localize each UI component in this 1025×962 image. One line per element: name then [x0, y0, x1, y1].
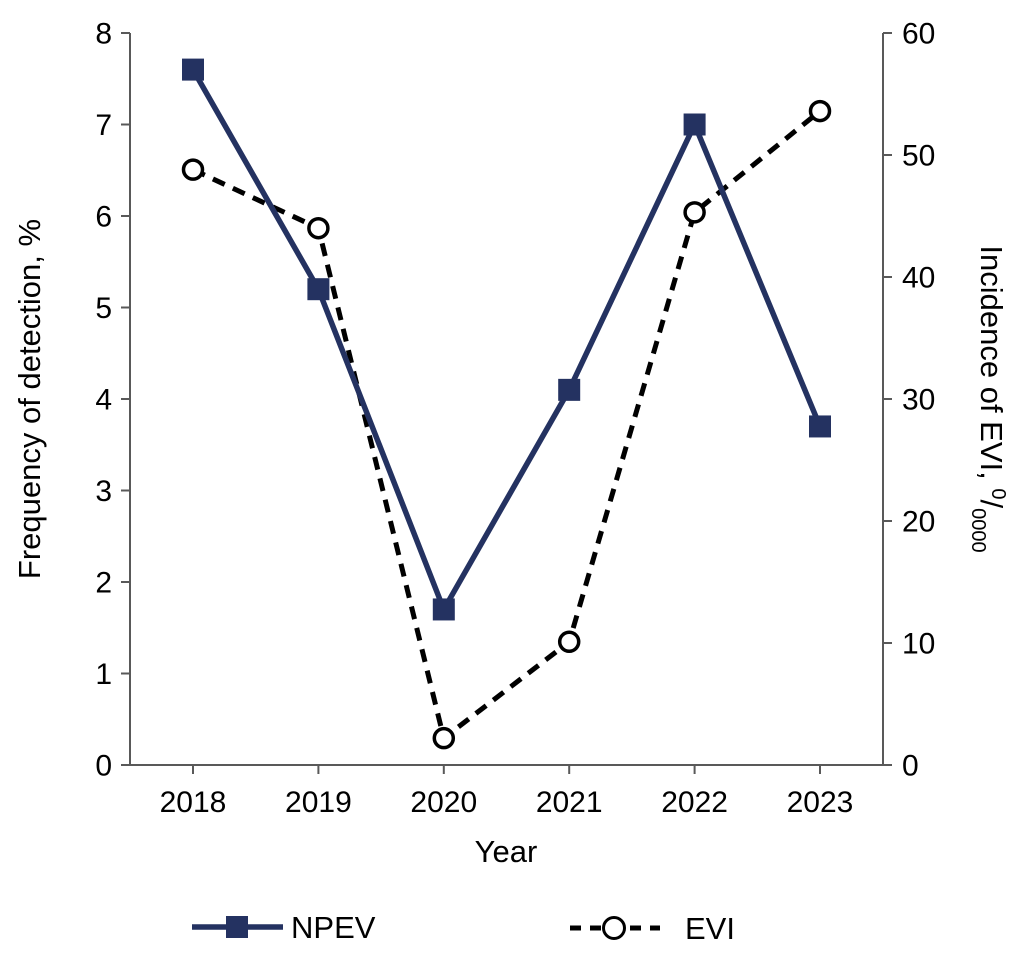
evi-marker-2022: [683, 201, 706, 224]
y-axis-right-title-part: 0: [987, 488, 1009, 499]
evi-marker-2021: [557, 630, 581, 654]
y-left-tick-label: 6: [95, 201, 112, 234]
x-tick-label: 2023: [787, 786, 854, 819]
npev-marker-2022: [683, 113, 706, 136]
legend-npev-marker: [226, 916, 248, 938]
x-tick-label: 2022: [661, 786, 728, 819]
y-left-tick-label: 5: [95, 292, 112, 325]
y-right-tick-label: 0: [902, 750, 919, 783]
npev-line: [190, 68, 823, 616]
y-left-tick-label: 7: [95, 109, 112, 142]
npev-marker-2019: [307, 278, 330, 301]
legend: NPEV EVI: [192, 910, 735, 946]
y-left-tick-label: 8: [95, 18, 112, 51]
x-tick-label: 2020: [410, 786, 477, 819]
evi-marker-2019: [307, 216, 330, 240]
y-left-tick-label: 3: [95, 475, 112, 508]
npev-marker-2018: [182, 58, 204, 81]
x-tick-label: 2019: [285, 786, 352, 819]
y-right-tick-label: 50: [902, 140, 935, 173]
plot-area: 0 1 2 3 4 5 6 7 8 0 10 20 30 40 50 60 2018 2019 2020 2021 20…: [95, 18, 935, 820]
y-right-tick-label: 10: [902, 628, 935, 661]
x-axis-title: Year: [475, 834, 538, 869]
y-right-tick-label: 40: [902, 262, 935, 295]
y-left-tick-label: 2: [95, 567, 112, 600]
legend-npev-label: NPEV: [291, 910, 376, 945]
y-axis-right-title-part: /: [974, 499, 1009, 508]
y-left-tick-label: 0: [95, 750, 112, 783]
y-right-tick-label: 60: [902, 18, 935, 51]
y-right-tick-label: 20: [902, 506, 935, 539]
x-tick-label: 2018: [160, 786, 227, 819]
y-axis-left-title: Frequency of detection, %: [12, 219, 47, 579]
evi-line: [191, 109, 822, 743]
npev-marker-2021: [558, 378, 581, 401]
evi-marker-2023: [808, 99, 832, 123]
npev-marker-2020: [432, 598, 455, 621]
npev-marker-2023: [809, 415, 831, 438]
evi-marker-2020: [432, 726, 456, 750]
evi-marker-2018: [181, 158, 205, 181]
y-axis-right-title: Incidence of EVI, 0/0000: [967, 245, 1009, 552]
y-axis-right-title-part: 0000: [967, 508, 989, 553]
y-left-tick-label: 1: [95, 658, 112, 691]
legend-evi-marker: [602, 916, 626, 940]
x-tick-label: 2021: [536, 786, 603, 819]
legend-evi-label: EVI: [685, 911, 735, 946]
y-right-tick-label: 30: [902, 384, 935, 417]
y-left-tick-label: 4: [95, 384, 112, 417]
y-axis-right-title-part: Incidence of EVI,: [974, 245, 1009, 488]
